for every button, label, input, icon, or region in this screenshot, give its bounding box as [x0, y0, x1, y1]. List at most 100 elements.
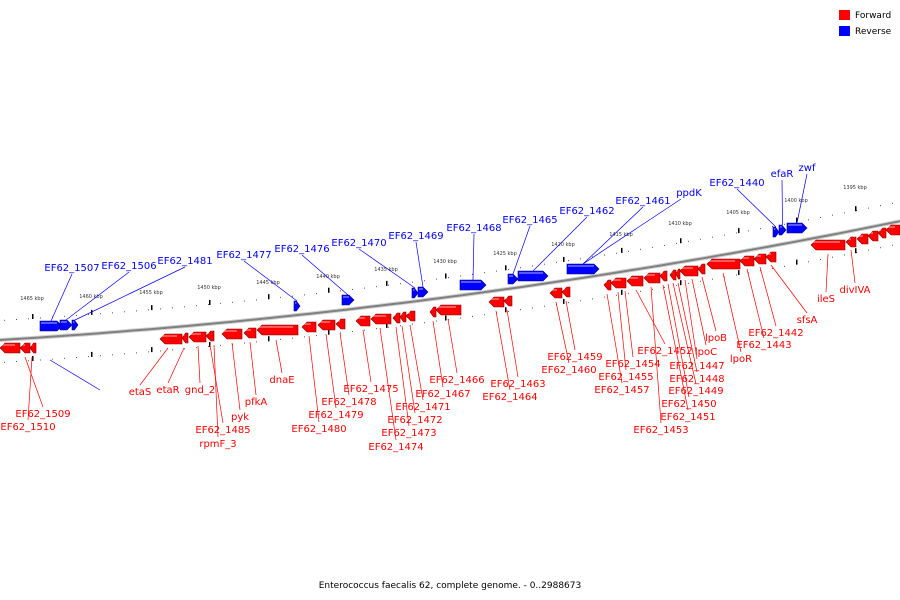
ruler-dot: [748, 272, 749, 274]
forward-gene-label: rpmF_3: [199, 439, 236, 450]
ruler-dot: [316, 335, 317, 337]
forward-gene-label: EF62_1466: [429, 375, 484, 386]
ruler-major-tick: [328, 287, 330, 293]
ruler-dot: [208, 304, 209, 306]
ruler-dot: [640, 290, 641, 292]
forward-gene: [765, 251, 777, 263]
reverse-label-leader: [736, 188, 777, 228]
reverse-gene-label: EF62_1476: [274, 244, 329, 255]
forward-gene-label: sfsA: [797, 315, 818, 326]
forward-gene-label: EF62_1475: [343, 384, 398, 395]
forward-gene-label: lpoB: [705, 333, 727, 344]
forward-gene-shine: [190, 333, 201, 335]
ruler-tick-label: 1425 kbp: [493, 251, 517, 257]
forward-gene-label: EF62_1460: [541, 365, 596, 376]
forward-gene: [181, 332, 189, 344]
forward-gene: [488, 296, 505, 308]
reverse-gene-shine: [788, 224, 802, 226]
forward-gene: [435, 304, 462, 316]
ruler-dot: [412, 323, 413, 325]
forward-gene-shine: [245, 329, 251, 331]
forward-label-leader: [825, 253, 829, 293]
reverse-gene: [507, 273, 519, 285]
ruler-major-tick: [796, 259, 798, 265]
forward-gene-shine: [394, 314, 396, 316]
reverse-gene-shine: [774, 228, 776, 230]
ruler-dot: [220, 302, 221, 304]
ruler-dot: [424, 322, 425, 324]
ruler-major-tick: [151, 347, 153, 353]
forward-gene-label: EF62_1449: [668, 386, 723, 397]
ruler-dot: [844, 254, 845, 256]
forward-gene-label: EF62_1457: [594, 385, 649, 396]
forward-gene-label: EF62_1455: [598, 372, 653, 383]
ruler-major-tick: [796, 217, 798, 223]
forward-gene-shine: [681, 267, 693, 269]
ruler-dot: [352, 289, 353, 290]
reverse-label-leader: [65, 271, 130, 321]
ruler-tick-label: 1415 kbp: [609, 232, 633, 238]
forward-gene-label: dnaE: [269, 375, 294, 386]
forward-gene: [317, 319, 336, 331]
forward-gene-label: EF62_1480: [291, 424, 346, 435]
ruler-dot: [364, 287, 365, 289]
ruler-dot: [748, 230, 749, 232]
forward-gene-label: etaR: [156, 385, 179, 396]
reverse-gene-shine: [461, 281, 481, 283]
forward-gene-shine: [431, 308, 433, 310]
forward-label-leader: [565, 300, 576, 351]
ruler-dot: [400, 283, 401, 285]
forward-label-leader: [662, 284, 689, 411]
forward-gene-shine: [303, 323, 311, 325]
ruler-major-tick: [855, 206, 857, 212]
forward-gene: [0, 342, 21, 354]
ruler-major-tick: [151, 305, 153, 311]
ruler-dot: [628, 292, 629, 294]
ruler-major-tick: [386, 322, 388, 328]
forward-gene-label: EF62_1448: [669, 374, 724, 385]
ruler-dot: [448, 319, 449, 321]
ruler-dot: [136, 352, 137, 354]
ruler-dot: [172, 349, 173, 351]
forward-gene: [885, 224, 900, 236]
reverse-gene-label: EF62_1507: [44, 263, 99, 274]
forward-gene-label: EF62_1474: [368, 442, 423, 453]
forward-label-leader: [672, 282, 697, 385]
forward-gene-label: EF62_1472: [387, 415, 442, 426]
forward-label-leader: [691, 278, 707, 346]
ruler-dot: [712, 278, 713, 280]
ruler-dot: [436, 320, 437, 322]
reverse-gene-shine: [295, 302, 297, 304]
forward-gene-shine: [437, 306, 456, 308]
forward-label-leader: [447, 318, 458, 374]
forward-gene-shine: [21, 344, 25, 346]
ruler-dot: [700, 280, 701, 282]
ruler-dot: [604, 254, 605, 256]
reverse-label-leader: [796, 173, 808, 224]
reverse-gene-label: efaR: [771, 169, 794, 180]
ruler-dot: [688, 240, 689, 242]
reverse-gene-shine: [519, 272, 543, 274]
forward-gene-shine: [879, 229, 882, 231]
ruler-dot: [340, 332, 341, 334]
ruler-dot: [784, 223, 785, 225]
forward-gene-shine: [183, 334, 185, 336]
ruler-dot: [352, 331, 353, 332]
forward-gene: [643, 272, 661, 284]
forward-label-leader: [746, 268, 765, 339]
ruler-dot: [628, 250, 629, 252]
ruler-dot: [76, 315, 77, 316]
forward-gene-label: gnd_2: [185, 385, 215, 396]
ruler-dot: [64, 357, 65, 359]
forward-gene-shine: [407, 312, 410, 314]
ruler-tick-label: 1395 kbp: [843, 185, 867, 191]
ruler-ticks: 1465 kbp 1460 kbp 1455 kbp 1450 kbp 1445 kbp…: [4, 185, 893, 363]
ruler-dot: [304, 336, 305, 338]
reverse-gene-shine: [343, 296, 349, 298]
forward-label-leader: [635, 289, 666, 345]
ruler-dot: [892, 202, 893, 204]
ruler-dot: [820, 217, 821, 218]
ruler-dot: [160, 350, 161, 352]
ruler-dot: [532, 265, 533, 267]
